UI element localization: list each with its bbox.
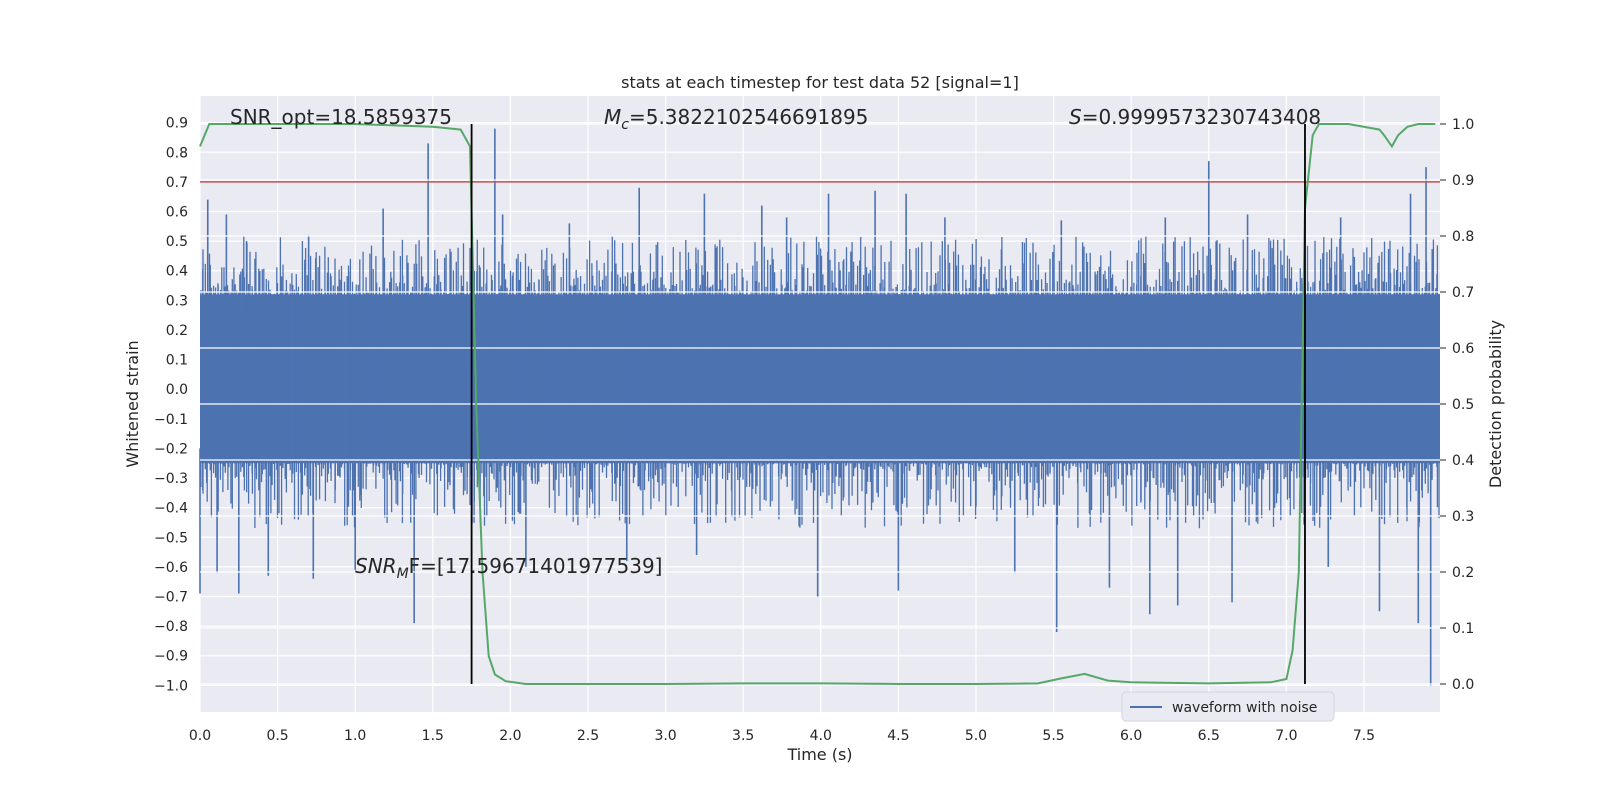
y-tick-label-1: 0.8	[166, 145, 188, 161]
y-tick-label-0: 0.9	[166, 116, 188, 132]
x-tick-label-0: 0.0	[189, 728, 211, 744]
annotation-chirp-mass-value: =5.3822102546691895	[629, 105, 868, 129]
y2-tick-label-4: 0.6	[1452, 341, 1474, 357]
annotation-chirp-mass: Mc=5.3822102546691895	[604, 105, 868, 133]
y-tick-label-8: 0.1	[166, 353, 188, 369]
y2-tick-label-7: 0.3	[1452, 509, 1474, 525]
y2-tick-label-8: 0.2	[1452, 565, 1474, 581]
y2-tick-label-0: 1.0	[1452, 117, 1474, 133]
series-detection-probability	[199, 123, 1436, 685]
annotation-snr-opt: SNR_opt=18.5859375	[230, 105, 452, 129]
annotation-s: S=0.9999573230743408	[1069, 105, 1321, 129]
x-tick-label-3: 1.5	[422, 728, 444, 744]
x-axis: 0.0 0.5 1.0 1.5 2.0 2.5 3.0 3.5 4.0 4.5 5.0 5.5 6.0 6…	[189, 728, 1375, 744]
y2-tick-label-1: 0.9	[1452, 173, 1474, 189]
y-axis-right: 1.0 0.9 0.8 0.7 0.6 0.5 0.4 0.3 0.2 0.1 0.0	[1440, 117, 1474, 693]
y-tick-label-18: −0.9	[154, 649, 188, 665]
y-tick-label-12: −0.3	[154, 471, 188, 487]
chart-title: stats at each timestep for test data 52 …	[621, 73, 1019, 92]
y-tick-label-2: 0.7	[166, 175, 188, 191]
x-tick-label-5: 2.5	[577, 728, 599, 744]
y-tick-label-5: 0.4	[166, 264, 188, 280]
legend: waveform with noise	[1121, 691, 1335, 722]
y-tick-label-13: −0.4	[154, 501, 188, 517]
annotation-chirp-mass-sub: c	[621, 117, 629, 133]
x-tick-label-12: 6.0	[1120, 728, 1142, 744]
x-tick-label-6: 3.0	[654, 728, 676, 744]
y-tick-label-7: 0.2	[166, 323, 188, 339]
x-tick-label-13: 6.5	[1198, 728, 1220, 744]
annotation-snr-mf-sub: M	[397, 566, 409, 582]
y-tick-label-3: 0.6	[166, 205, 188, 221]
y-tick-label-6: 0.3	[166, 293, 188, 309]
annotation-snr-mf-symbol: SNR	[355, 554, 397, 578]
y-tick-label-14: −0.5	[154, 530, 188, 546]
x-tick-label-11: 5.5	[1042, 728, 1064, 744]
x-tick-label-4: 2.0	[499, 728, 521, 744]
annotation-snr-mf: SNRMF=[17.59671401977539]	[355, 554, 662, 582]
y-tick-label-4: 0.5	[166, 234, 188, 250]
y-tick-label-9: 0.0	[166, 382, 188, 398]
y-tick-label-16: −0.7	[154, 590, 188, 606]
y-tick-label-11: −0.2	[154, 441, 188, 457]
annotation-snr-mf-value: F=[17.59671401977539]	[409, 554, 663, 578]
x-axis-label: Time (s)	[786, 745, 852, 764]
y2-tick-label-6: 0.4	[1452, 453, 1474, 469]
y-tick-label-10: −0.1	[154, 412, 188, 428]
annotation-s-symbol: S	[1069, 105, 1082, 129]
legend-label-waveform: waveform with noise	[1172, 700, 1317, 716]
y-axis-label: Whitened strain	[123, 340, 142, 467]
annotation-chirp-mass-symbol: M	[604, 105, 621, 129]
y2-tick-label-9: 0.1	[1452, 621, 1474, 637]
detection-probability-line	[199, 123, 1436, 685]
y-tick-label-17: −0.8	[154, 619, 188, 635]
series-waveform-with-noise	[199, 128, 1440, 686]
y2-axis-label: Detection probability	[1486, 320, 1505, 488]
overlay-grid	[200, 123, 1440, 685]
y2-tick-label-5: 0.5	[1452, 397, 1474, 413]
y2-tick-label-2: 0.8	[1452, 229, 1474, 245]
y-axis-left: 0.9 0.8 0.7 0.6 0.5 0.4 0.3 0.2 0.1 0.0 −0.1 −0.2 −0…	[154, 116, 188, 695]
x-tick-label-2: 1.0	[344, 728, 366, 744]
x-tick-label-8: 4.0	[810, 728, 832, 744]
x-tick-label-15: 7.5	[1353, 728, 1375, 744]
y-tick-label-15: −0.6	[154, 560, 188, 576]
legend-box	[1121, 691, 1335, 722]
event-markers	[470, 124, 1306, 684]
x-tick-label-10: 5.0	[965, 728, 987, 744]
y2-tick-label-3: 0.7	[1452, 285, 1474, 301]
y-tick-label-19: −1.0	[154, 678, 188, 694]
x-tick-label-9: 4.5	[887, 728, 909, 744]
y2-tick-label-10: 0.0	[1452, 677, 1474, 693]
annotation-s-value: =0.9999573230743408	[1082, 105, 1321, 129]
x-tick-label-1: 0.5	[266, 728, 288, 744]
x-tick-label-14: 7.0	[1275, 728, 1297, 744]
x-tick-label-7: 3.5	[732, 728, 754, 744]
